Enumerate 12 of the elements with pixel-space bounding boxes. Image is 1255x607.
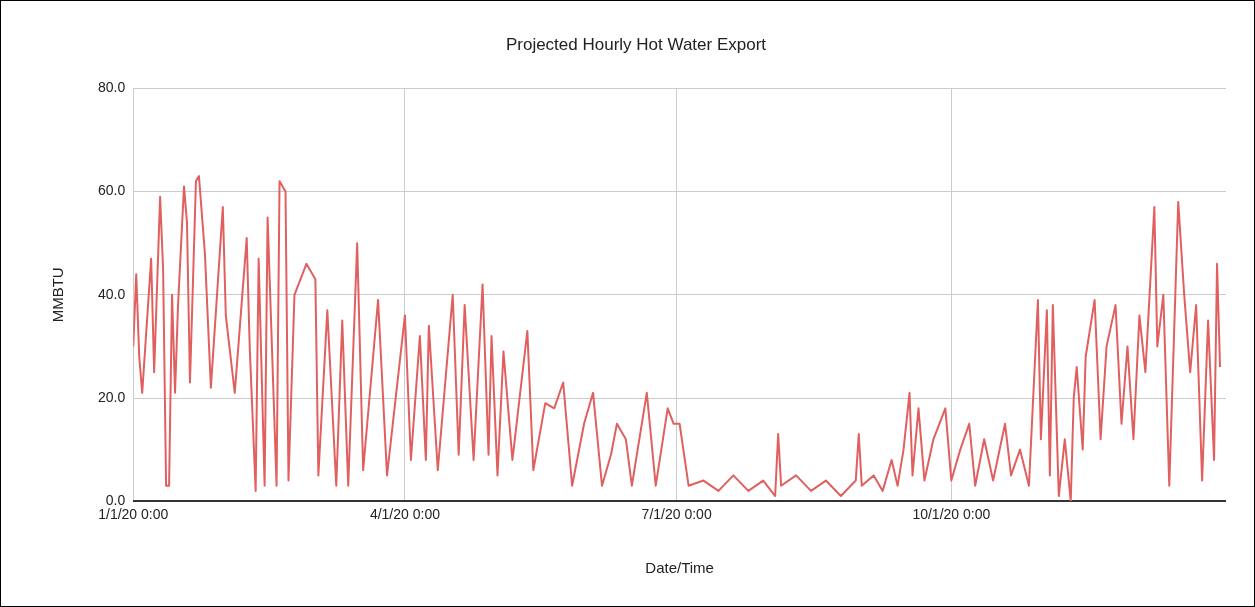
x-tick-label: 10/1/20 0:00 (912, 506, 991, 523)
y-tick-label: 0.0 (105, 492, 126, 509)
y-axis-title: MMBTU (49, 267, 67, 323)
y-tick-label: 80.0 (98, 79, 126, 96)
x-tick-label: 7/1/20 0:00 (641, 506, 712, 523)
x-tick-label: 1/1/20 0:00 (98, 506, 169, 523)
y-tick-label: 60.0 (98, 182, 126, 199)
y-tick-label: 20.0 (98, 388, 126, 405)
chart-title: Projected Hourly Hot Water Export (505, 34, 767, 54)
x-axis-title: Date/Time (645, 559, 714, 577)
x-tick-label: 4/1/20 0:00 (369, 506, 441, 523)
y-tick-label: 40.0 (98, 285, 126, 302)
